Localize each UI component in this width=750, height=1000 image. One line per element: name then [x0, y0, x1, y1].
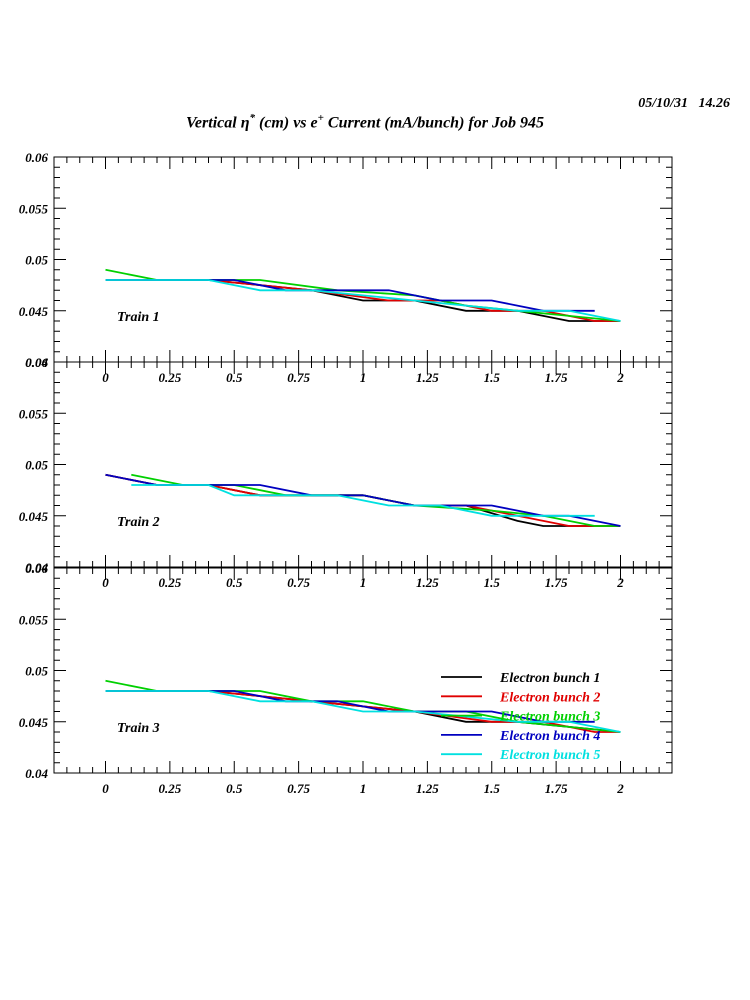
y-tick-label: 0.045: [19, 304, 49, 319]
x-tick-label: 0.75: [287, 575, 310, 590]
panel-label: Train 1: [117, 310, 160, 325]
panel-label: Train 3: [117, 721, 160, 736]
chart-title: Vertical η* (cm) vs e+ Current (mA/bunch…: [0, 112, 730, 132]
timestamp: 05/10/31 14.26: [638, 96, 730, 111]
x-tick-label: 0.25: [159, 781, 182, 796]
x-tick-label: 0.25: [159, 370, 182, 385]
x-tick-label: 0.5: [226, 370, 243, 385]
x-tick-label: 0.75: [287, 370, 310, 385]
x-tick-label: 1.5: [484, 781, 501, 796]
title-part-3: Current (mA/bunch) for Job 945: [323, 114, 544, 132]
title-eta-symbol: η: [240, 114, 250, 132]
legend-label: Electron bunch 1: [499, 671, 600, 686]
y-tick-label: 0.04: [25, 355, 48, 370]
legend-label: Electron bunch 3: [499, 710, 600, 725]
x-tick-label: 0.5: [226, 781, 243, 796]
title-superscript-plus: +: [317, 112, 324, 124]
panel-1: 0.04 0.045 0.05 0.055 0.06 0 0.25 0.5 0.75 1 1.25 1…: [19, 150, 673, 385]
y-tick-label: 0.04: [25, 560, 48, 575]
series-line-bunch-4: [105, 690, 595, 723]
plot-frame: [53, 361, 673, 568]
legend: Electron bunch 1 Electron bunch 2 Electron…: [441, 671, 600, 763]
y-tick-label: 0.05: [25, 458, 48, 473]
series-line-bunch-4: [105, 279, 595, 312]
y-tick-label: 0.055: [19, 406, 49, 421]
panel-2: 0.04 0.045 0.05 0.055 0.06 0 0.25 0.5 0.75 1 1.25 1…: [19, 355, 673, 590]
x-tick-label: 0.75: [287, 781, 310, 796]
x-tick-label: 2: [616, 781, 624, 796]
x-tick-label: 1.25: [416, 781, 439, 796]
x-tick-label: 1.25: [416, 370, 439, 385]
series-line-bunch-3: [131, 473, 621, 527]
x-tick-label: 1.75: [545, 781, 568, 796]
y-tick-label: 0.05: [25, 253, 48, 268]
y-tick-label: 0.055: [19, 201, 49, 216]
y-tick-label: 0.045: [19, 509, 49, 524]
x-tick-label: 0.5: [226, 575, 243, 590]
title-superscript-star: *: [249, 112, 255, 124]
plot-frame: [53, 156, 673, 363]
x-tick-label: 1: [360, 575, 367, 590]
series-line-bunch-5: [131, 484, 595, 517]
y-tick-label: 0.06: [25, 150, 48, 165]
title-part-2: (cm) vs e: [254, 114, 318, 132]
x-tick-label: 1.5: [484, 370, 501, 385]
x-tick-label: 0.25: [159, 575, 182, 590]
legend-label: Electron bunch 5: [499, 748, 600, 763]
series-line-bunch-5: [105, 279, 621, 322]
x-tick-label: 2: [616, 575, 624, 590]
y-tick-label: 0.05: [25, 664, 48, 679]
x-tick-label: 1.75: [545, 575, 568, 590]
y-tick-label: 0.06: [25, 355, 48, 370]
x-tick-label: 0: [102, 781, 109, 796]
legend-label: Electron bunch 2: [499, 690, 600, 705]
y-tick-label: 0.045: [19, 715, 49, 730]
x-tick-label: 1: [360, 370, 367, 385]
y-tick-label: 0.04: [25, 766, 48, 781]
x-tick-label: 1.25: [416, 575, 439, 590]
y-tick-label: 0.06: [25, 561, 48, 576]
series-line-bunch-5: [105, 690, 621, 733]
y-tick-label: 0.055: [19, 612, 49, 627]
panel-3: 0.04 0.045 0.05 0.055 0.06 0 0.25 0.5 0.75 1 1.25 1…: [19, 561, 673, 796]
panel-label: Train 2: [117, 515, 160, 530]
x-tick-label: 0: [102, 575, 109, 590]
x-tick-label: 1.5: [484, 575, 501, 590]
x-tick-label: 1.75: [545, 370, 568, 385]
series-line-bunch-1: [105, 279, 621, 322]
legend-label: Electron bunch 4: [499, 729, 600, 744]
x-tick-label: 1: [360, 781, 367, 796]
x-tick-label: 2: [616, 370, 624, 385]
title-part-1: Vertical: [186, 114, 241, 132]
x-tick-label: 0: [102, 370, 109, 385]
